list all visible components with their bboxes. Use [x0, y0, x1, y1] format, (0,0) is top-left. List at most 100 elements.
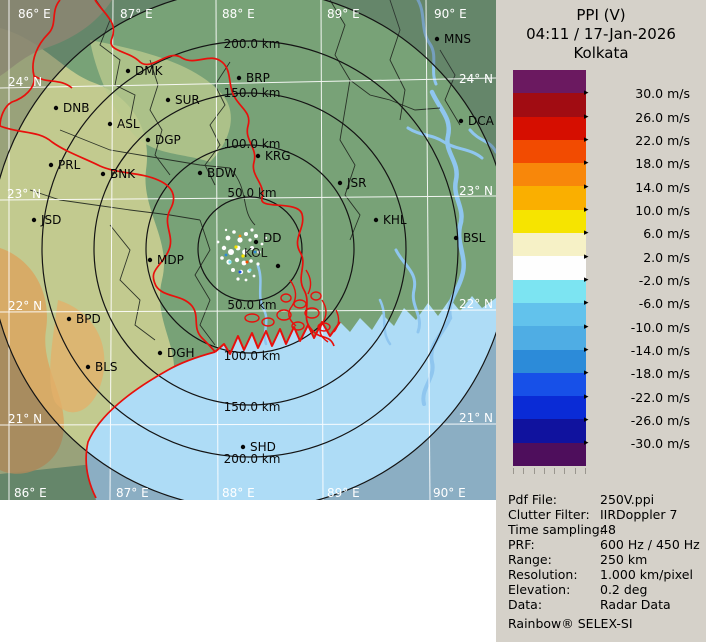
city-label: DCA: [468, 114, 495, 128]
legend-entry: ▸ -6.0 m/s: [584, 295, 700, 311]
meta-row: Clutter Filter: IIRDoppler 7: [508, 507, 704, 522]
legend-cell: [513, 349, 586, 373]
lat-label-24-right: 24° N: [459, 72, 493, 86]
legend-tick-strip: [513, 468, 586, 476]
city-label: BRP: [246, 71, 270, 85]
radar-site-dot: [253, 239, 259, 245]
legend-arrow-icon: ▸: [584, 298, 589, 308]
longitude-labels: 86° E 87° E 88° E 89° E 90° E 86° E 87° …: [14, 7, 467, 500]
legend-entry: ▸ -30.0 m/s: [584, 435, 700, 451]
lon-label-88-bottom: 88° E: [222, 486, 255, 500]
lon-label-87-top: 87° E: [120, 7, 153, 21]
legend-value: -26.0 m/s: [630, 412, 690, 428]
legend-cell: [513, 279, 586, 303]
legend-value: -30.0 m/s: [630, 435, 690, 451]
city-dot: [236, 75, 242, 81]
legend-value: 18.0 m/s: [635, 155, 690, 171]
legend-arrow-icon: ▸: [584, 368, 589, 378]
latitude-labels: 24° N 23° N 22° N 21° N 24° N 23° N 22° …: [7, 72, 493, 426]
legend-cell: [513, 93, 586, 117]
legend-value: -2.0 m/s: [638, 272, 690, 288]
legend-arrow-icon: ▸: [584, 275, 589, 285]
product-timestamp: 04:11 / 17-Jan-2026: [526, 25, 676, 43]
city-dot: [255, 153, 261, 159]
meta-row: Data: Radar Data: [508, 597, 704, 612]
lon-label-89-top: 89° E: [327, 7, 360, 21]
legend-entry: ▸ 14.0 m/s: [584, 179, 700, 195]
city-label: MDP: [157, 253, 184, 267]
meta-row: Elevation: 0.2 deg: [508, 582, 704, 597]
city-dot: [145, 137, 151, 143]
legend-arrow-icon: ▸: [584, 158, 589, 168]
meta-row: Range: 250 km: [508, 552, 704, 567]
legend-cell: [513, 209, 586, 234]
city-label: BNK: [110, 167, 136, 181]
city-dot: [85, 364, 91, 370]
lon-label-90-top: 90° E: [434, 7, 467, 21]
legend-value: 14.0 m/s: [635, 179, 690, 195]
legend-entry: ▸ -18.0 m/s: [584, 366, 700, 381]
meta-label: Clutter Filter:: [508, 507, 590, 522]
legend-arrow-icon: ▸: [584, 135, 589, 145]
legend-value: 22.0 m/s: [635, 132, 690, 148]
legend-entry: ▸ 18.0 m/s: [584, 155, 700, 171]
city-dot: [240, 444, 246, 450]
lon-label-87-bottom: 87° E: [116, 486, 149, 500]
city-label-kol: KOL: [244, 246, 268, 260]
city-dot: [453, 235, 459, 241]
legend-cell: [513, 233, 586, 257]
legend-entry: ▸ 2.0 m/s: [584, 250, 700, 265]
legend-value: 30.0 m/s: [635, 85, 690, 101]
ring-label-50-bottom: 50.0 km: [227, 298, 276, 312]
city-label: KHL: [383, 213, 407, 227]
legend-cell: [513, 396, 586, 420]
ring-label-200-bottom: 200.0 km: [224, 452, 281, 466]
legend-entry: ▸ -26.0 m/s: [584, 412, 700, 428]
city-dot: [66, 316, 72, 322]
lat-label-22-left: 22° N: [8, 299, 42, 313]
city-dot: [147, 257, 153, 263]
city-dot: [197, 170, 203, 176]
lat-label-23-left: 23° N: [7, 187, 41, 201]
legend-arrow-icon: ▸: [584, 228, 589, 238]
graticule: [0, 0, 496, 500]
city-label: DGH: [167, 346, 195, 360]
side-panel: PPI (V) 04:11 / 17-Jan-2026 Kolkata ▸ 30.…: [496, 0, 706, 642]
meta-label: Range:: [508, 552, 552, 567]
ring-label-50-top: 50.0 km: [227, 186, 276, 200]
terrain-orange-patch: [50, 300, 105, 413]
city-dot: [107, 121, 113, 127]
ring-labels: 200.0 km 150.0 km 100.0 km 50.0 km 50.0 …: [224, 37, 281, 466]
legend-arrow-icon: ▸: [584, 88, 589, 98]
legend-value: -22.0 m/s: [630, 389, 690, 405]
sea: [86, 296, 496, 500]
city-dot-unlabeled: [275, 263, 281, 269]
map-column: 200.0 km 150.0 km 100.0 km 50.0 km 50.0 …: [0, 0, 496, 500]
legend-arrow-icon: ▸: [584, 438, 589, 448]
city-dot: [31, 217, 37, 223]
legend-entry: ▸ -14.0 m/s: [584, 343, 700, 358]
city-label: MNS: [444, 32, 471, 46]
legend-cell: [513, 419, 586, 443]
lon-label-88-top: 88° E: [222, 7, 255, 21]
product-header: PPI (V) 04:11 / 17-Jan-2026 Kolkata: [496, 6, 706, 63]
legend-cell: [513, 139, 586, 164]
legend-entry: ▸ 22.0 m/s: [584, 132, 700, 148]
terrain-tan-southwest: [0, 248, 64, 474]
ring-label-200-top: 200.0 km: [224, 37, 281, 51]
meta-row: Resolution: 1.000 km/pixel: [508, 567, 704, 582]
legend-entry: ▸ 10.0 m/s: [584, 203, 700, 218]
meta-value: Radar Data: [600, 597, 671, 612]
legend-value: -6.0 m/s: [638, 295, 690, 311]
meta-label: Elevation:: [508, 582, 571, 597]
meta-value: 250 km: [600, 552, 648, 567]
city-label: JSR: [346, 176, 367, 190]
meta-label: Time sampling:: [508, 522, 604, 537]
city-dot: [458, 118, 464, 124]
legend-arrow-icon: ▸: [584, 345, 589, 355]
lat-label-24-left: 24° N: [8, 75, 42, 89]
city-label: ASL: [117, 117, 140, 131]
radar-site-label: DD: [263, 231, 281, 245]
meta-value: IIRDoppler 7: [600, 507, 678, 522]
city-dot: [337, 180, 343, 186]
